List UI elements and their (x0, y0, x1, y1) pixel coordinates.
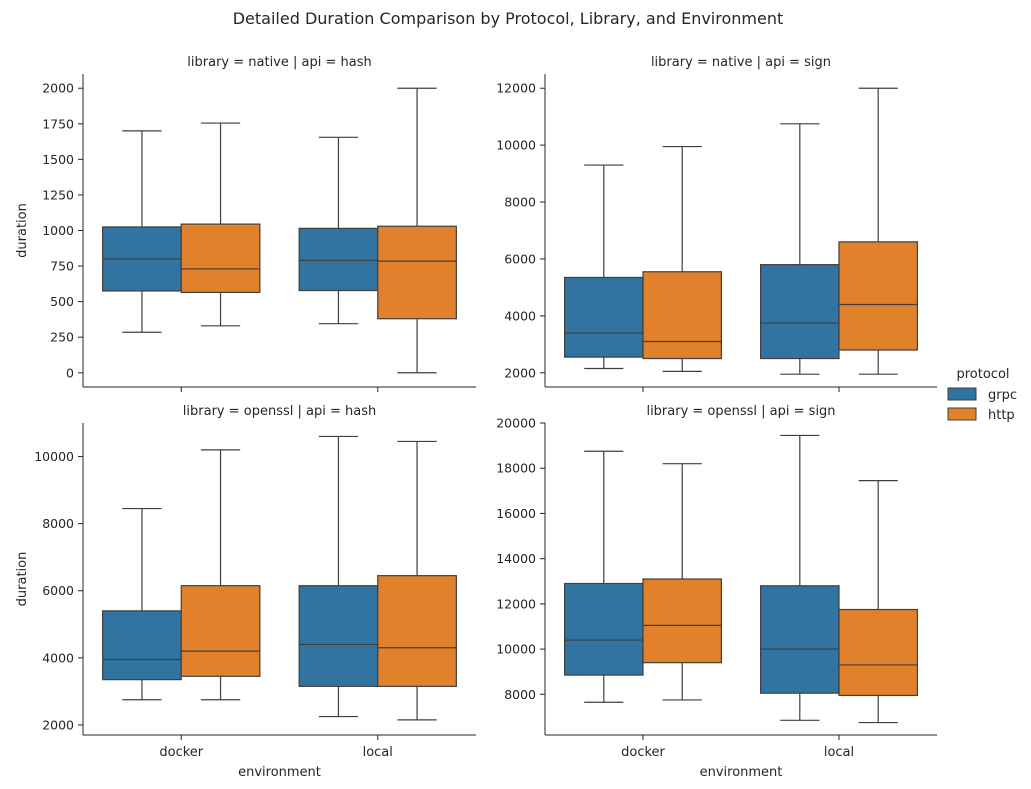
legend-swatch-grpc (947, 387, 977, 401)
y-tick-label: 1250 (42, 187, 74, 202)
y-tick-label: 8000 (42, 516, 74, 531)
panel-title: library = native | api = hash (187, 55, 371, 70)
box-body (180, 585, 261, 677)
box-body (838, 241, 919, 351)
x-axis-label: environment (700, 765, 783, 780)
y-tick-label: 18000 (496, 461, 536, 476)
x-tick-label: docker (621, 745, 665, 760)
y-tick-label: 10000 (496, 138, 536, 153)
box-body (298, 585, 379, 687)
box-body (838, 608, 919, 697)
y-tick-label: 500 (50, 294, 74, 309)
y-axis-label: duration (15, 203, 30, 258)
box-grpc-local (298, 435, 379, 718)
box-http-local (838, 480, 919, 724)
y-tick-label: 10000 (34, 449, 74, 464)
y-tick-label: 14000 (496, 551, 536, 566)
box-http-docker (180, 449, 261, 701)
y-tick-label: 4000 (504, 308, 536, 323)
x-axis-label: environment (238, 765, 321, 780)
legend-title: protocol (956, 367, 1009, 382)
box-body (642, 271, 723, 360)
y-tick-label: 12000 (496, 596, 536, 611)
chart-openssl-sign: library = openssl | api = sign 8000 10000 1… (496, 404, 937, 780)
box-body (563, 276, 644, 358)
box-grpc-docker (102, 507, 182, 701)
x-tick-label: local (363, 745, 393, 760)
y-tick-label: 1000 (42, 223, 74, 238)
y-tick-label: 6000 (42, 583, 74, 598)
y-tick-label: 8000 (504, 687, 536, 702)
box-body (298, 227, 379, 292)
legend: protocol grpc http (947, 367, 1017, 423)
box-grpc-local (759, 123, 840, 375)
legend-swatch-http (947, 407, 977, 421)
panel-title: library = native | api = sign (651, 55, 831, 70)
box-grpc-local (298, 136, 379, 325)
y-tick-label: 16000 (496, 506, 536, 521)
box-grpc-local (759, 434, 840, 721)
legend-label-grpc: grpc (988, 388, 1017, 403)
box-body (180, 223, 261, 293)
box-http-docker (642, 463, 723, 701)
y-tick-label: 6000 (504, 251, 536, 266)
box-body (377, 225, 457, 320)
x-tick-label: docker (159, 745, 203, 760)
y-tick-label: 750 (50, 259, 74, 274)
box-http-docker (642, 145, 723, 372)
figure-title: Detailed Duration Comparison by Protocol… (233, 9, 784, 28)
y-tick-label: 1750 (42, 116, 74, 131)
box-http-local (838, 87, 919, 375)
box-grpc-docker (102, 130, 182, 333)
box-body (642, 578, 723, 664)
panel-title: library = openssl | api = sign (646, 404, 835, 419)
box-body (563, 582, 644, 676)
box-http-local (377, 87, 457, 374)
y-axis-label: duration (15, 552, 30, 607)
y-tick-label: 12000 (496, 81, 536, 96)
panel-title: library = openssl | api = hash (183, 404, 376, 419)
box-body (102, 610, 182, 681)
y-tick-label: 2000 (42, 81, 74, 96)
y-tick-label: 10000 (496, 642, 536, 657)
y-tick-label: 1500 (42, 152, 74, 167)
box-body (377, 575, 457, 687)
chart-native-hash: library = native | api = hash 0 250 500 750 1… (15, 55, 476, 392)
box-body (759, 264, 840, 360)
y-tick-label: 250 (50, 330, 74, 345)
box-http-docker (180, 122, 261, 327)
legend-label-http: http (988, 408, 1015, 423)
y-tick-label: 8000 (504, 195, 536, 210)
x-tick-label: local (824, 745, 854, 760)
y-tick-label: 4000 (42, 650, 74, 665)
y-tick-label: 20000 (496, 416, 536, 431)
y-tick-label: 0 (66, 365, 74, 380)
box-grpc-docker (563, 450, 644, 703)
chart-native-sign: library = native | api = sign 2000 4000 600… (496, 55, 937, 392)
box-body (759, 585, 840, 694)
chart-openssl-hash: library = openssl | api = hash 2000 4000 60… (15, 404, 476, 780)
y-tick-label: 2000 (504, 365, 536, 380)
y-tick-label: 2000 (42, 717, 74, 732)
box-http-local (377, 440, 457, 721)
box-grpc-docker (563, 164, 644, 370)
